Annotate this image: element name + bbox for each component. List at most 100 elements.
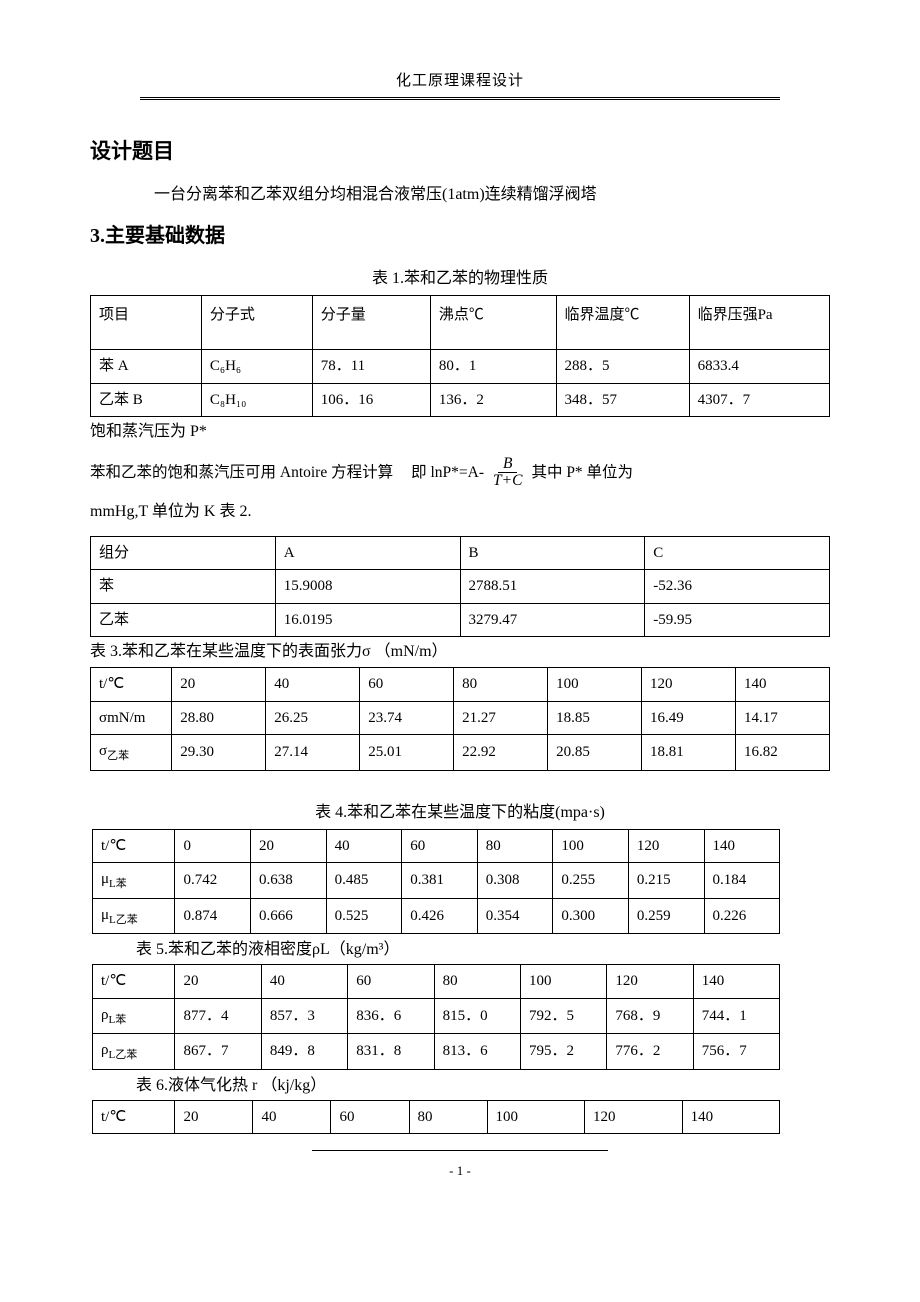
th: 100	[521, 965, 607, 999]
th: 分子式	[201, 296, 312, 350]
table1-caption: 表 1.苯和乙苯的物理性质	[90, 267, 830, 291]
td: 23.74	[360, 701, 454, 735]
td: 0.638	[251, 863, 327, 899]
page-number: - 1 -	[312, 1150, 608, 1181]
td: 0.259	[628, 898, 704, 934]
td: 3279.47	[460, 603, 645, 637]
td: 877．4	[175, 998, 261, 1034]
td: 744．1	[693, 998, 779, 1034]
th: 20	[172, 668, 266, 702]
td: 16.0195	[275, 603, 460, 637]
th: 60	[331, 1100, 409, 1134]
td: 14.17	[736, 701, 830, 735]
td: 857．3	[261, 998, 347, 1034]
th: 80	[454, 668, 548, 702]
th: 60	[348, 965, 434, 999]
td: -59.95	[645, 603, 830, 637]
antoine-fraction: B T+C	[491, 456, 524, 490]
td: 0.525	[326, 898, 402, 934]
th: C	[645, 536, 830, 570]
td: -52.36	[645, 570, 830, 604]
antoine-prefix: 苯和乙苯的饱和蒸汽压可用 Antoire 方程计算	[90, 461, 393, 484]
td: 苯 A	[91, 350, 202, 384]
td: 867．7	[175, 1034, 261, 1070]
table-properties: 项目 分子式 分子量 沸点℃ 临界温度℃ 临界压强Pa 苯 A C₆H₆ 78．…	[90, 295, 830, 417]
th: 项目	[91, 296, 202, 350]
frac-num: B	[498, 456, 517, 473]
td: 18.85	[548, 701, 642, 735]
td: 25.01	[360, 735, 454, 771]
td: ρL苯	[93, 998, 175, 1034]
th: 80	[477, 829, 553, 863]
td: 0.485	[326, 863, 402, 899]
th: 120	[607, 965, 693, 999]
heading-basic-data: 3.主要基础数据	[90, 221, 830, 251]
td: 0.184	[704, 863, 780, 899]
td: 0.381	[402, 863, 478, 899]
td: 29.30	[172, 735, 266, 771]
th: 20	[175, 1100, 253, 1134]
th: 120	[642, 668, 736, 702]
td: 6833.4	[689, 350, 829, 384]
td: 乙苯	[91, 603, 276, 637]
th: 40	[253, 1100, 331, 1134]
antoine-suffix: 其中 P* 单位为	[531, 461, 633, 484]
th: 140	[693, 965, 779, 999]
td: 0.215	[628, 863, 704, 899]
th: 120	[585, 1100, 683, 1134]
td: μL乙苯	[93, 898, 175, 934]
td: 26.25	[266, 701, 360, 735]
th: 40	[326, 829, 402, 863]
th: 组分	[91, 536, 276, 570]
td: C₈H₁₀	[201, 383, 312, 417]
table6-caption: 表 6.液体气化热 r （kj/kg）	[90, 1074, 830, 1098]
table-latent-heat: t/℃ 20 40 60 80 100 120 140	[92, 1100, 780, 1135]
td: 106．16	[312, 383, 430, 417]
th: 沸点℃	[430, 296, 556, 350]
td: 乙苯 B	[91, 383, 202, 417]
th: t/℃	[93, 1100, 175, 1134]
frac-den: T+C	[491, 473, 524, 489]
table3-caption: 表 3.苯和乙苯在某些温度下的表面张力σ （mN/m）	[90, 640, 830, 664]
th: 60	[402, 829, 478, 863]
td: 2788.51	[460, 570, 645, 604]
page-header: 化工原理课程设计	[90, 70, 830, 93]
table-viscosity: t/℃ 0 20 40 60 80 100 120 140 μL苯 0.742 …	[92, 829, 780, 935]
td: 136．2	[430, 383, 556, 417]
td: 16.49	[642, 701, 736, 735]
td: 0.255	[553, 863, 629, 899]
td: 0.666	[251, 898, 327, 934]
td: 80．1	[430, 350, 556, 384]
table-antoine: 组分 A B C 苯 15.9008 2788.51 -52.36 乙苯 16.…	[90, 536, 830, 638]
th: 0	[175, 829, 251, 863]
th: 40	[261, 965, 347, 999]
th: 80	[409, 1100, 487, 1134]
td: ρL乙苯	[93, 1034, 175, 1070]
heading-design-topic: 设计题目	[90, 136, 830, 168]
th: 20	[251, 829, 327, 863]
td: 0.742	[175, 863, 251, 899]
table4-caption: 表 4.苯和乙苯在某些温度下的粘度(mpa·s)	[90, 801, 830, 825]
td: σ乙苯	[91, 735, 172, 771]
design-subtitle: 一台分离苯和乙苯双组分均相混合液常压(1atm)连续精馏浮阀塔	[90, 183, 830, 207]
th: t/℃	[93, 965, 175, 999]
th: t/℃	[93, 829, 175, 863]
header-rule	[140, 97, 780, 100]
th: 140	[736, 668, 830, 702]
td: 348．57	[556, 383, 689, 417]
td: 756．7	[693, 1034, 779, 1070]
th: 140	[682, 1100, 780, 1134]
th: 临界温度℃	[556, 296, 689, 350]
td: 849．8	[261, 1034, 347, 1070]
th: 100	[548, 668, 642, 702]
td: 815．0	[434, 998, 520, 1034]
td: 795．2	[521, 1034, 607, 1070]
td: 苯	[91, 570, 276, 604]
td: 78．11	[312, 350, 430, 384]
td: 813．6	[434, 1034, 520, 1070]
td: μL苯	[93, 863, 175, 899]
td: 776．2	[607, 1034, 693, 1070]
antoine-formula-line: 苯和乙苯的饱和蒸汽压可用 Antoire 方程计算 即 lnP*=A- B T+…	[90, 456, 830, 490]
antoine-unit-line: mmHg,T 单位为 K 表 2.	[90, 500, 830, 524]
th: t/℃	[91, 668, 172, 702]
